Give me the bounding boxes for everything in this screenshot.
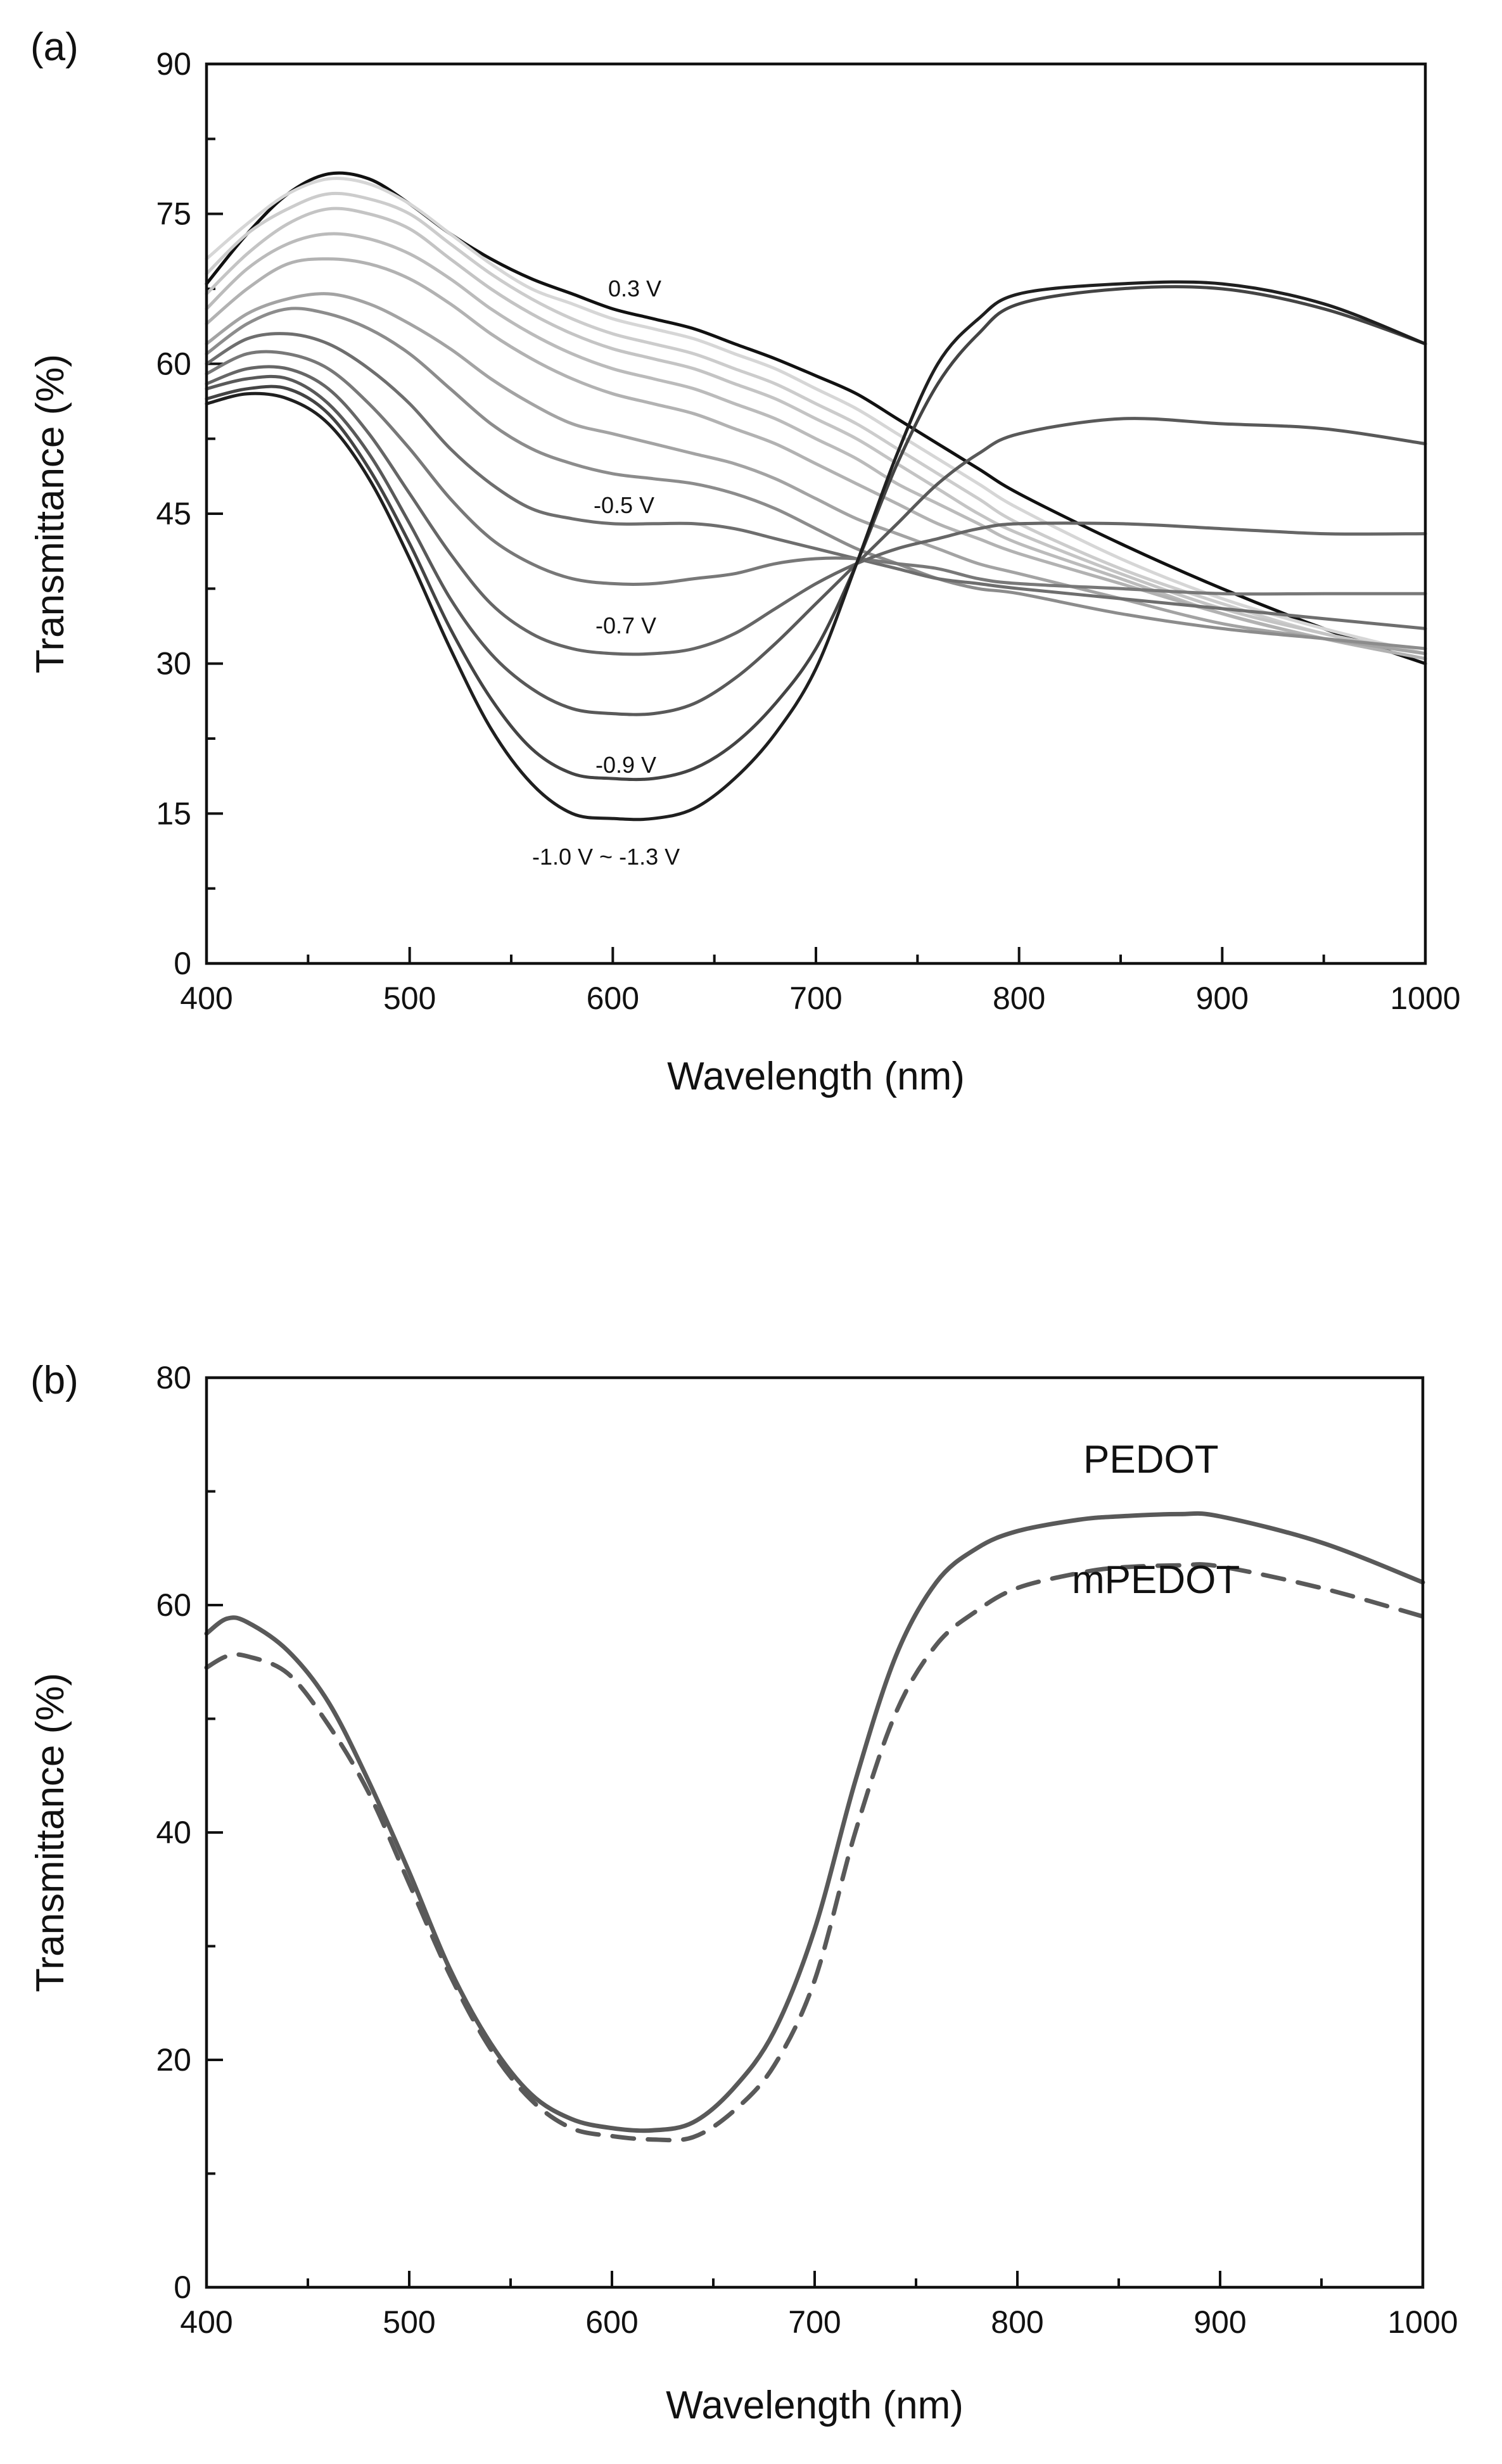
panel-a-series-0-2-v bbox=[205, 177, 1427, 656]
panel-a-x-tick-label-500: 500 bbox=[383, 981, 436, 1016]
panel-b-y-tick-label-40: 40 bbox=[156, 1815, 191, 1850]
panel-a-series-minus-0-3-v bbox=[205, 292, 1427, 656]
panel-b-series-mpedot bbox=[204, 1562, 1425, 2143]
panel-a-series-minus-0-1-v bbox=[205, 232, 1427, 661]
panel-b-y-tick-label-0: 0 bbox=[174, 2270, 191, 2305]
panel-a-tick-labels: 400 500 600 700 800 900 1000 0 15 30 45 60 75 90 bbox=[156, 46, 1460, 1016]
panel-b-x-tick-label-900: 900 bbox=[1193, 2304, 1246, 2340]
panel-b: (b) 400 500 600 700 800 900 1000 0 20 40 60 80 Wave… bbox=[29, 1359, 1458, 2427]
annotation-minus-1-0v-to-1-3v: -1.0 V ~ -1.3 V bbox=[532, 844, 680, 870]
panel-b-ticks bbox=[205, 1376, 1424, 2289]
panel-a-y-axis-title: Transmittance (%) bbox=[29, 354, 72, 673]
panel-a-x-tick-label-1000: 1000 bbox=[1390, 981, 1460, 1016]
panel-a-x-tick-label-900: 900 bbox=[1196, 981, 1249, 1016]
panel-b-label: (b) bbox=[30, 1359, 79, 1402]
panel-a-y-tick-label-60: 60 bbox=[156, 346, 191, 381]
panel-b-y-tick-label-60: 60 bbox=[156, 1587, 191, 1623]
panel-a: (a) 400 500 600 700 800 900 10000153045607590 … bbox=[29, 25, 1461, 1098]
panel-a-x-tick-label-600: 600 bbox=[587, 981, 639, 1016]
panel-a-x-axis-title: Wavelength (nm) bbox=[667, 1055, 965, 1098]
panel-a-x-tick-label-800: 800 bbox=[993, 981, 1045, 1016]
panel-b-y-tick-label-20: 20 bbox=[156, 2042, 191, 2078]
panel-a-x-tick-label-400: 400 bbox=[180, 981, 232, 1016]
panel-a-series-0-0-v bbox=[205, 206, 1427, 656]
panel-a-series-minus-0-2-v bbox=[205, 257, 1427, 661]
panel-a-series-minus-0-8-v bbox=[205, 374, 1427, 716]
annotation-minus-0-9v: -0.9 V bbox=[595, 752, 656, 778]
panel-b-x-tick-label-500: 500 bbox=[383, 2304, 435, 2340]
panel-a-label: (a) bbox=[30, 25, 79, 69]
panel-a-series-minus-1-0-v-to-minus-1-3-v bbox=[205, 280, 1427, 822]
panel-a-curves bbox=[205, 171, 1427, 822]
panel-b-x-axis-title: Wavelength (nm) bbox=[666, 2384, 964, 2427]
annotation-mpedot: mPEDOT bbox=[1072, 1558, 1240, 1602]
panel-a-series-minus-0-9-v bbox=[205, 285, 1427, 782]
annotation-pedot: PEDOT bbox=[1083, 1438, 1219, 1482]
panel-b-x-tick-label-1000: 1000 bbox=[1387, 2304, 1458, 2340]
panel-b-tick-labels: 400 500 600 700 800 900 1000 0 20 40 60 80 bbox=[156, 1360, 1458, 2340]
panel-b-x-tick-label-400: 400 bbox=[180, 2304, 232, 2340]
annotation-minus-0-5v: -0.5 V bbox=[594, 492, 654, 518]
panel-b-y-tick-label-80: 80 bbox=[156, 1360, 191, 1395]
panel-a-series-minus-0-6-v bbox=[205, 350, 1427, 596]
panel-a-series-minus-0-5-v bbox=[205, 332, 1427, 630]
panel-a-y-tick-label-30: 30 bbox=[156, 646, 191, 682]
panel-a-series-0-1-v bbox=[205, 191, 1427, 656]
panel-a-y-tick-label-75: 75 bbox=[156, 196, 191, 232]
panel-a-y-tick-label-45: 45 bbox=[156, 496, 191, 531]
panel-a-series-minus-0-7-v bbox=[205, 365, 1427, 656]
panel-a-plot-frame bbox=[205, 62, 1427, 965]
panel-a-series-minus-0-4-v bbox=[205, 307, 1427, 651]
panel-a-y-tick-label-0: 0 bbox=[174, 946, 191, 981]
panel-a-y-tick-label-90: 90 bbox=[156, 46, 191, 82]
panel-b-curves bbox=[204, 1511, 1425, 2143]
panel-b-x-tick-label-800: 800 bbox=[991, 2304, 1043, 2340]
panel-b-plot-frame bbox=[205, 1376, 1425, 2289]
panel-b-x-tick-label-700: 700 bbox=[788, 2304, 841, 2340]
annotation-minus-0-7v: -0.7 V bbox=[595, 613, 656, 638]
panel-b-y-axis-title: Transmittance (%) bbox=[29, 1673, 72, 1992]
panel-b-x-tick-label-600: 600 bbox=[585, 2304, 638, 2340]
panel-a-x-tick-label-700: 700 bbox=[789, 981, 842, 1016]
panel-a-y-tick-label-15: 15 bbox=[156, 796, 191, 831]
panel-a-series-0-3-v bbox=[205, 171, 1427, 666]
panel-b-series-pedot bbox=[204, 1511, 1425, 2133]
annotation-0-3v: 0.3 V bbox=[608, 276, 661, 302]
